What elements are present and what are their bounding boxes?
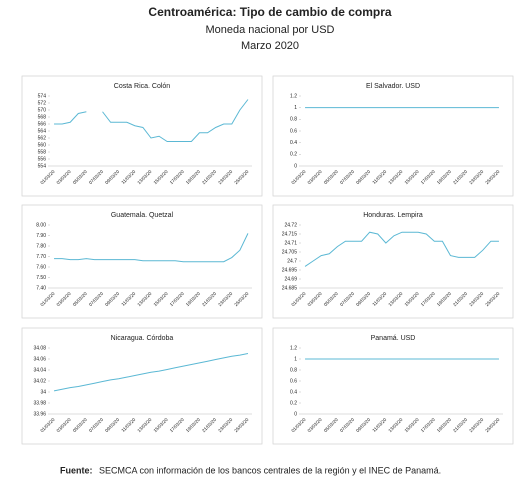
- y-tick-label: 24.685: [282, 285, 298, 291]
- y-tick-label: 7.40: [36, 285, 46, 291]
- panel-title: Guatemala. Quetzal: [111, 212, 174, 219]
- y-tick-label: 554: [38, 163, 47, 169]
- y-tick-label: 1.2: [290, 345, 297, 351]
- y-tick-label: 1.2: [290, 93, 297, 99]
- figure-period: Marzo 2020: [241, 40, 299, 52]
- y-tick-label: 0.2: [290, 400, 297, 406]
- y-tick-label: 0.6: [290, 128, 297, 134]
- y-tick-label: 34.06: [33, 356, 46, 362]
- y-tick-label: 1: [294, 105, 297, 111]
- y-tick-label: 7.50: [36, 275, 46, 281]
- y-tick-label: 24.72: [284, 222, 297, 228]
- y-tick-label: 33.98: [33, 400, 46, 406]
- y-tick-label: 24.705: [282, 249, 298, 255]
- y-tick-label: 560: [38, 142, 47, 148]
- panel-title: Panamá. USD: [371, 335, 416, 342]
- y-tick-label: 24.695: [282, 267, 298, 273]
- y-tick-label: 7.90: [36, 233, 46, 239]
- panel-title: Nicaragua. Córdoba: [111, 335, 174, 342]
- y-tick-label: 564: [38, 128, 47, 134]
- y-tick-label: 0: [294, 411, 297, 417]
- panel: [21, 327, 263, 445]
- panel: [272, 327, 514, 445]
- y-tick-label: 24.715: [282, 231, 298, 237]
- data-line: [54, 99, 249, 142]
- data-line: [54, 233, 249, 263]
- source-label: Fuente:: [60, 465, 93, 475]
- y-tick-label: 558: [38, 149, 47, 155]
- y-tick-label: 0: [294, 163, 297, 169]
- panel: [272, 75, 514, 197]
- y-tick-label: 24.7: [287, 258, 297, 264]
- y-tick-label: 562: [38, 135, 47, 141]
- y-tick-label: 8.00: [36, 222, 46, 228]
- y-tick-label: 1: [294, 356, 297, 362]
- y-tick-label: 7.80: [36, 243, 46, 249]
- panel: [21, 75, 263, 197]
- panel-title: El Salvador. USD: [366, 83, 420, 90]
- y-tick-label: 0.8: [290, 367, 297, 373]
- figure-title: Centroamérica: Tipo de cambio de compra: [148, 5, 392, 19]
- y-tick-label: 7.70: [36, 254, 46, 260]
- data-line: [304, 231, 499, 267]
- y-tick-label: 572: [38, 100, 47, 106]
- y-tick-label: 24.71: [284, 240, 297, 246]
- y-tick-label: 0.6: [290, 378, 297, 384]
- y-tick-label: 0.4: [290, 389, 297, 395]
- y-tick-label: 568: [38, 114, 47, 120]
- y-tick-label: 33.96: [33, 411, 46, 417]
- y-tick-label: 34.08: [33, 345, 46, 351]
- y-tick-label: 34: [40, 389, 46, 395]
- panel-title: Costa Rica. Colón: [114, 83, 171, 90]
- y-tick-label: 0.8: [290, 117, 297, 123]
- y-tick-label: 570: [38, 107, 47, 113]
- y-tick-label: 556: [38, 156, 47, 162]
- panel-title: Honduras. Lempira: [363, 212, 423, 219]
- figure-subtitle: Moneda nacional por USD: [205, 24, 334, 36]
- source-text: SECMCA con información de los bancos cen…: [99, 465, 441, 475]
- y-tick-label: 566: [38, 121, 47, 127]
- y-tick-label: 24.69: [284, 276, 297, 282]
- y-tick-label: 34.04: [33, 367, 46, 373]
- y-tick-label: 0.2: [290, 152, 297, 158]
- y-tick-label: 7.60: [36, 264, 46, 270]
- y-tick-label: 34.02: [33, 378, 46, 384]
- y-tick-label: 0.4: [290, 140, 297, 146]
- y-tick-label: 574: [38, 93, 47, 99]
- data-line: [53, 353, 249, 392]
